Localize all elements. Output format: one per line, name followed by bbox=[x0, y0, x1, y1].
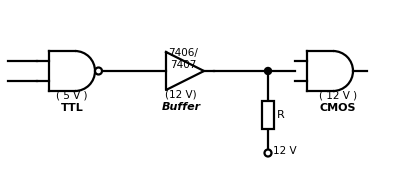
Bar bbox=[261, 100, 273, 128]
Text: TTL: TTL bbox=[60, 103, 83, 113]
Text: 12 V: 12 V bbox=[272, 146, 296, 156]
Circle shape bbox=[95, 68, 102, 74]
Circle shape bbox=[264, 68, 271, 74]
Text: ( 12 V ): ( 12 V ) bbox=[318, 91, 356, 101]
Text: Buffer: Buffer bbox=[161, 102, 200, 112]
Text: (12 V): (12 V) bbox=[165, 90, 196, 100]
Text: 7406/
7407: 7406/ 7407 bbox=[168, 48, 198, 70]
Text: ( 5 V ): ( 5 V ) bbox=[56, 91, 87, 101]
Text: R: R bbox=[276, 109, 284, 120]
Text: CMOS: CMOS bbox=[319, 103, 355, 113]
Circle shape bbox=[264, 149, 271, 156]
